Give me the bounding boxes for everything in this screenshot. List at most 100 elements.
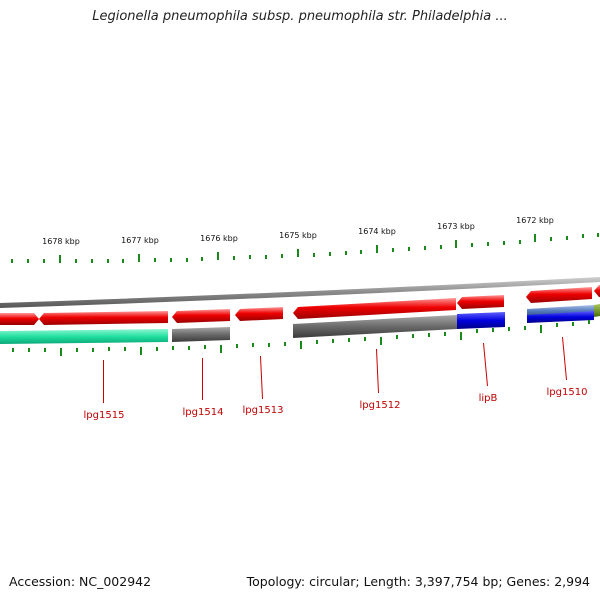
minor-tick <box>27 259 29 263</box>
genome-summary-text: Topology: circular; Length: 3,397,754 bp… <box>246 574 590 589</box>
minor-tick <box>313 253 315 257</box>
major-tick <box>300 341 302 349</box>
minor-tick <box>492 328 494 332</box>
minor-tick <box>284 342 286 346</box>
minor-tick <box>186 258 188 262</box>
cds-arrow <box>0 313 39 325</box>
major-tick <box>138 254 140 262</box>
minor-tick <box>281 254 283 258</box>
cds-arrow <box>293 298 456 319</box>
minor-tick <box>487 242 489 246</box>
major-tick <box>140 347 142 355</box>
minor-tick <box>572 322 574 326</box>
minor-tick <box>43 259 45 263</box>
minor-tick <box>265 255 267 259</box>
upper-tick-row <box>11 233 599 263</box>
minor-tick <box>428 333 430 337</box>
minor-tick <box>188 346 190 350</box>
feature-block-steel <box>527 305 594 316</box>
major-tick <box>380 337 382 345</box>
minor-tick <box>11 259 13 263</box>
feature-block-teal <box>0 329 168 344</box>
minor-tick <box>92 348 94 352</box>
gene-label: lpg1512 <box>360 400 401 411</box>
minor-tick <box>329 252 331 256</box>
minor-tick <box>268 343 270 347</box>
scale-labels: 1678 kbp 1677 kbp 1676 kbp 1675 kbp 1674… <box>42 216 554 246</box>
feature-block-blue <box>527 311 594 323</box>
minor-tick <box>524 326 526 330</box>
leader-line <box>376 348 379 394</box>
feature-block-gray <box>293 315 457 338</box>
major-tick <box>534 234 536 242</box>
major-tick <box>297 249 299 257</box>
gene-labels: lpg1515 lpg1514 lpg1513 lpg1512 lipB lpg… <box>84 387 588 421</box>
cds-arrow <box>235 307 283 321</box>
minor-tick <box>345 251 347 255</box>
gene-label: lipB <box>479 393 498 404</box>
minor-tick <box>172 346 174 350</box>
scale-label: 1674 kbp <box>358 227 396 236</box>
major-tick <box>460 332 462 340</box>
scale-label: 1677 kbp <box>121 236 159 245</box>
leader-line <box>260 355 263 400</box>
minor-tick <box>12 348 14 352</box>
minor-tick <box>76 348 78 352</box>
minor-tick <box>122 259 124 263</box>
gene-leader-lines <box>103 336 567 403</box>
minor-tick <box>28 348 30 352</box>
minor-tick <box>170 258 172 262</box>
gene-label: lpg1510 <box>547 387 588 398</box>
feature-block-blue <box>457 312 505 329</box>
gene-label: lpg1515 <box>84 410 125 421</box>
minor-tick <box>316 340 318 344</box>
minor-tick <box>360 250 362 254</box>
minor-tick <box>550 237 552 241</box>
major-tick <box>60 348 62 356</box>
feature-block-olive <box>594 304 600 317</box>
feature-block-gray <box>172 327 230 342</box>
minor-tick <box>233 256 235 260</box>
minor-tick <box>597 233 599 237</box>
major-tick <box>376 245 378 253</box>
lower-tick-row <box>12 320 590 356</box>
major-tick <box>220 345 222 353</box>
major-tick <box>540 325 542 333</box>
cds-arrow <box>39 311 168 325</box>
minor-tick <box>556 323 558 327</box>
minor-tick <box>508 327 510 331</box>
scale-label: 1673 kbp <box>437 222 475 231</box>
minor-tick <box>348 338 350 342</box>
minor-tick <box>107 259 109 263</box>
minor-tick <box>249 255 251 259</box>
minor-tick <box>396 335 398 339</box>
scale-label: 1678 kbp <box>42 237 80 246</box>
minor-tick <box>444 332 446 336</box>
gene-label: lpg1513 <box>243 405 284 416</box>
major-tick <box>455 240 457 248</box>
cds-arrow <box>594 285 600 297</box>
minor-tick <box>476 329 478 333</box>
minor-tick <box>588 320 590 324</box>
scale-label: 1675 kbp <box>279 231 317 240</box>
minor-tick <box>408 247 410 251</box>
leader-line <box>562 336 567 381</box>
minor-tick <box>566 236 568 240</box>
minor-tick <box>154 258 156 262</box>
cds-arrow <box>172 309 230 323</box>
minor-tick <box>108 347 110 351</box>
minor-tick <box>204 345 206 349</box>
minor-tick <box>252 343 254 347</box>
gene-label: lpg1514 <box>183 407 224 418</box>
minor-tick <box>75 259 77 263</box>
minor-tick <box>364 337 366 341</box>
minor-tick <box>236 344 238 348</box>
scale-label: 1676 kbp <box>200 234 238 243</box>
map-title: Legionella pneumophila subsp. pneumophil… <box>92 9 508 24</box>
scale-label: 1672 kbp <box>516 216 554 225</box>
leader-line <box>483 342 488 387</box>
forward-strand-track <box>0 285 600 325</box>
minor-tick <box>44 348 46 352</box>
minor-tick <box>424 246 426 250</box>
